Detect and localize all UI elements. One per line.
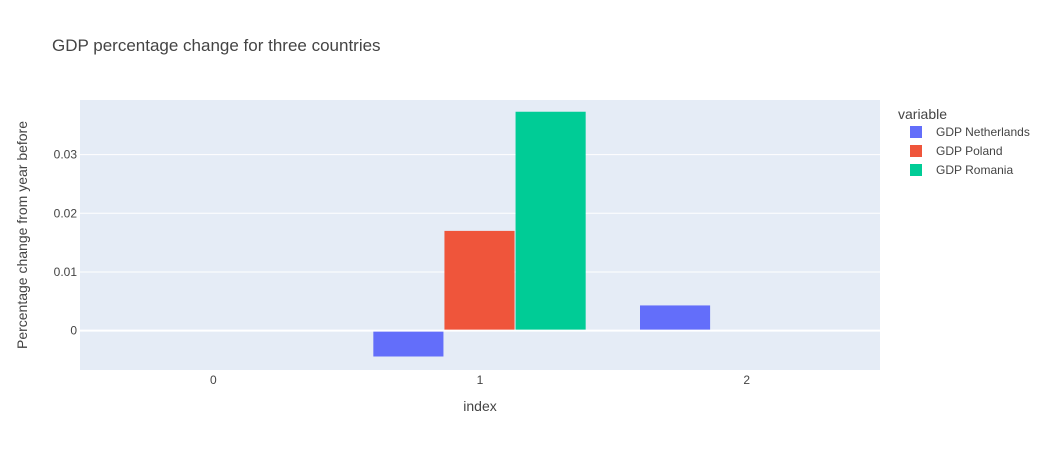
- legend-swatch[interactable]: [910, 126, 922, 138]
- legend-swatch[interactable]: [910, 145, 922, 157]
- bars: [373, 111, 711, 357]
- y-tick-label: 0: [70, 324, 77, 338]
- x-tick-label: 2: [743, 373, 750, 387]
- legend-item[interactable]: GDP Romania: [936, 163, 1013, 177]
- x-axis-title: index: [463, 398, 496, 414]
- bar[interactable]: [373, 330, 444, 357]
- x-tick-label: 0: [210, 373, 217, 387]
- y-tick-labels: 0 0.01 0.02 0.03: [54, 148, 78, 338]
- legend-title: variable: [898, 106, 947, 122]
- y-tick-label: 0.03: [54, 148, 78, 162]
- y-tick-label: 0.01: [54, 265, 78, 279]
- bar[interactable]: [640, 305, 711, 331]
- x-tick-label: 1: [477, 373, 484, 387]
- legend: variable GDP Netherlands GDP Poland GDP Ro…: [898, 106, 1030, 177]
- legend-item[interactable]: GDP Poland: [936, 144, 1003, 158]
- legend-item[interactable]: GDP Netherlands: [936, 125, 1030, 139]
- bar[interactable]: [515, 111, 586, 331]
- chart-title: GDP percentage change for three countrie…: [52, 36, 381, 55]
- bar[interactable]: [444, 230, 515, 331]
- legend-swatch[interactable]: [910, 164, 922, 176]
- y-axis-title: Percentage change from year before: [14, 121, 30, 349]
- y-tick-label: 0.02: [54, 206, 78, 220]
- x-tick-labels: 0 1 2: [210, 373, 750, 387]
